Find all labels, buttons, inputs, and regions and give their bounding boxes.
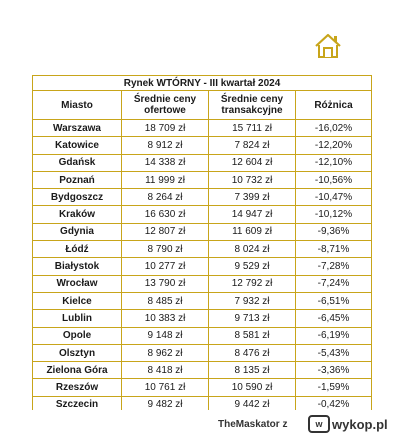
cell-offer-price: 11 999 zł [121, 170, 209, 190]
cell-city: Bydgoszcz [32, 188, 122, 207]
cell-offer-price: 10 761 zł [121, 378, 209, 397]
cell-transaction-price: 7 824 zł [208, 136, 296, 155]
cell-city: Zielona Góra [32, 361, 122, 380]
footer-brand[interactable]: w wykop.pl [308, 415, 388, 433]
table-row: Gdańsk 14 338 zł 12 604 zł -12,10% [32, 153, 372, 172]
cell-transaction-price: 8 024 zł [208, 240, 296, 259]
cell-city: Gdańsk [32, 153, 122, 172]
footer-brand-label: wykop.pl [332, 416, 388, 432]
cell-difference: -1,59% [295, 378, 372, 397]
cell-offer-price: 8 485 zł [121, 291, 209, 311]
table-row: Katowice 8 912 zł 7 824 zł -12,20% [32, 136, 372, 155]
cell-city: Warszawa [32, 118, 122, 138]
table-row: Białystok 10 277 zł 9 529 zł -7,28% [32, 257, 372, 276]
table-row: Kraków 16 630 zł 14 947 zł -10,12% [32, 205, 372, 224]
table-row: Zielona Góra 8 418 zł 8 135 zł -3,36% [32, 361, 372, 380]
header-offer-price: Średnie ceny ofertowe [121, 90, 209, 120]
cell-transaction-price: 8 476 zł [208, 343, 296, 363]
footer: TheMaskator z w wykop.pl [0, 410, 400, 439]
table-body: Warszawa 18 709 zł 15 711 zł -16,02% Katowic… [32, 118, 372, 415]
cell-difference: -7,24% [295, 274, 372, 293]
cell-offer-price: 8 912 zł [121, 136, 209, 155]
cell-offer-price: 8 264 zł [121, 188, 209, 207]
cell-difference: -7,28% [295, 257, 372, 276]
table-title: Rynek WTÓRNY - III kwartał 2024 [32, 75, 372, 91]
cell-offer-price: 8 962 zł [121, 343, 209, 363]
table-row: Wrocław 13 790 zł 12 792 zł -7,24% [32, 274, 372, 293]
header-transaction-price: Średnie ceny transakcyjne [208, 90, 296, 120]
cell-transaction-price: 9 713 zł [208, 309, 296, 328]
cell-transaction-price: 8 581 zł [208, 326, 296, 345]
cell-offer-price: 12 807 zł [121, 222, 209, 242]
cell-transaction-price: 14 947 zł [208, 205, 296, 224]
cell-offer-price: 8 790 zł [121, 240, 209, 259]
cell-difference: -5,43% [295, 343, 372, 363]
cell-city: Łódź [32, 240, 122, 259]
table-row: Gdynia 12 807 zł 11 609 zł -9,36% [32, 222, 372, 242]
cell-transaction-price: 9 529 zł [208, 257, 296, 276]
cell-offer-price: 8 418 zł [121, 361, 209, 380]
cell-difference: -6,19% [295, 326, 372, 345]
cell-offer-price: 13 790 zł [121, 274, 209, 293]
cell-city: Wrocław [32, 274, 122, 293]
cell-difference: -16,02% [295, 118, 372, 138]
cell-offer-price: 10 383 zł [121, 309, 209, 328]
cell-city: Poznań [32, 170, 122, 190]
cell-city: Opole [32, 326, 122, 345]
table-row: Łódź 8 790 zł 8 024 zł -8,71% [32, 240, 372, 259]
cell-city: Olsztyn [32, 343, 122, 363]
cell-city: Katowice [32, 136, 122, 155]
cell-transaction-price: 12 604 zł [208, 153, 296, 172]
cell-city: Kielce [32, 291, 122, 311]
cell-transaction-price: 10 590 zł [208, 378, 296, 397]
house-logo-icon [315, 33, 341, 58]
price-table: Rynek WTÓRNY - III kwartał 2024 Miasto Ś… [32, 75, 372, 415]
cell-difference: -12,10% [295, 153, 372, 172]
cell-difference: -10,12% [295, 205, 372, 224]
cell-city: Białystok [32, 257, 122, 276]
cell-offer-price: 10 277 zł [121, 257, 209, 276]
table-row: Opole 9 148 zł 8 581 zł -6,19% [32, 326, 372, 345]
cell-offer-price: 16 630 zł [121, 205, 209, 224]
table-row: Lublin 10 383 zł 9 713 zł -6,45% [32, 309, 372, 328]
footer-username[interactable]: TheMaskator z [218, 419, 288, 430]
cell-city: Gdynia [32, 222, 122, 242]
cell-transaction-price: 15 711 zł [208, 118, 296, 138]
cell-difference: -10,56% [295, 170, 372, 190]
table-row: Poznań 11 999 zł 10 732 zł -10,56% [32, 170, 372, 190]
cell-difference: -3,36% [295, 361, 372, 380]
cell-transaction-price: 8 135 zł [208, 361, 296, 380]
table-row: Warszawa 18 709 zł 15 711 zł -16,02% [32, 118, 372, 138]
cell-difference: -12,20% [295, 136, 372, 155]
cell-city: Kraków [32, 205, 122, 224]
cell-transaction-price: 7 932 zł [208, 291, 296, 311]
table-row: Kielce 8 485 zł 7 932 zł -6,51% [32, 291, 372, 311]
cell-city: Rzeszów [32, 378, 122, 397]
cell-offer-price: 9 148 zł [121, 326, 209, 345]
cell-offer-price: 18 709 zł [121, 118, 209, 138]
cell-difference: -6,51% [295, 291, 372, 311]
header-difference: Różnica [295, 90, 372, 120]
table-row: Rzeszów 10 761 zł 10 590 zł -1,59% [32, 378, 372, 397]
cell-offer-price: 14 338 zł [121, 153, 209, 172]
cell-difference: -8,71% [295, 240, 372, 259]
cell-transaction-price: 7 399 zł [208, 188, 296, 207]
cell-transaction-price: 10 732 zł [208, 170, 296, 190]
cell-transaction-price: 11 609 zł [208, 222, 296, 242]
cell-difference: -9,36% [295, 222, 372, 242]
wykop-logo-icon: w [308, 415, 330, 433]
table-title-row: Rynek WTÓRNY - III kwartał 2024 [32, 75, 372, 91]
cell-difference: -10,47% [295, 188, 372, 207]
cell-city: Lublin [32, 309, 122, 328]
table-row: Olsztyn 8 962 zł 8 476 zł -5,43% [32, 343, 372, 363]
table-header-row: Miasto Średnie ceny ofertowe Średnie cen… [32, 90, 372, 120]
cell-transaction-price: 12 792 zł [208, 274, 296, 293]
header-city: Miasto [32, 90, 122, 120]
cell-difference: -6,45% [295, 309, 372, 328]
table-row: Bydgoszcz 8 264 zł 7 399 zł -10,47% [32, 188, 372, 207]
